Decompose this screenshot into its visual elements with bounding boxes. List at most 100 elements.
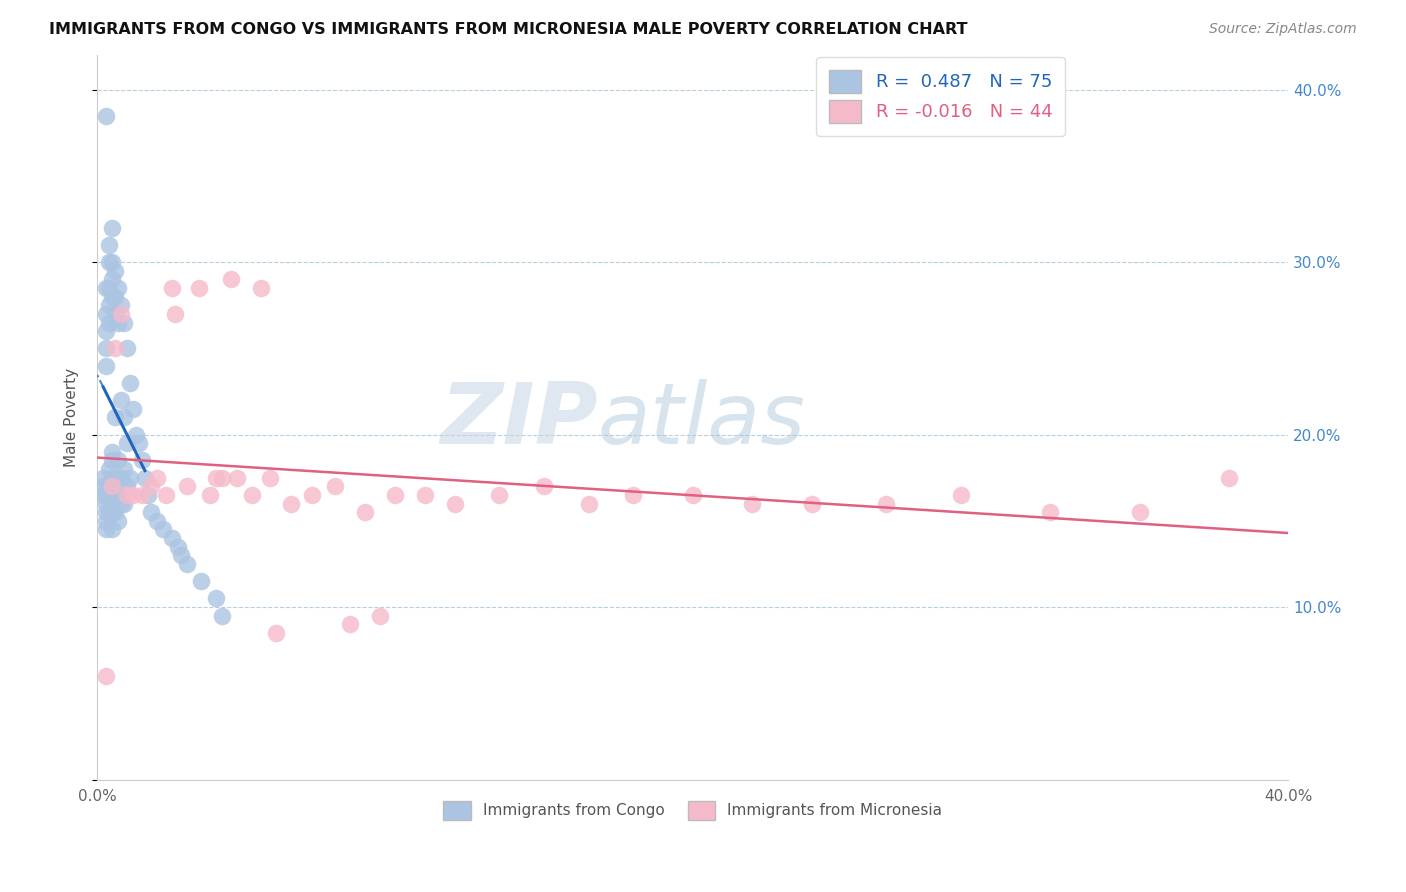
Point [1218, 471, 1240, 485]
Point [163, 307, 186, 321]
Point [101, 220, 124, 235]
Point [101, 290, 124, 304]
Point [101, 523, 124, 537]
Point [115, 436, 138, 450]
Point [104, 342, 127, 356]
Point [621, 488, 644, 502]
Point [96, 505, 118, 519]
Point [115, 479, 138, 493]
Point [211, 608, 233, 623]
Point [101, 453, 124, 467]
Point [533, 479, 555, 493]
Point [91, 479, 114, 493]
Point [96, 108, 118, 122]
Point [98, 298, 121, 312]
Point [354, 505, 377, 519]
Point [155, 488, 177, 502]
Point [101, 255, 124, 269]
Point [118, 471, 141, 485]
Point [131, 488, 153, 502]
Point [139, 505, 162, 519]
Point [115, 342, 138, 356]
Point [128, 436, 150, 450]
Point [226, 471, 249, 485]
Point [152, 523, 174, 537]
Point [875, 497, 897, 511]
Point [107, 471, 129, 485]
Point [176, 479, 198, 493]
Point [301, 488, 323, 502]
Point [101, 471, 124, 485]
Point [96, 514, 118, 528]
Point [98, 505, 121, 519]
Point [368, 608, 391, 623]
Point [741, 497, 763, 511]
Point [259, 471, 281, 485]
Point [101, 505, 124, 519]
Point [949, 488, 972, 502]
Point [1128, 505, 1150, 519]
Point [176, 557, 198, 571]
Point [104, 290, 127, 304]
Point [96, 307, 118, 321]
Point [205, 591, 228, 606]
Point [107, 453, 129, 467]
Point [112, 462, 135, 476]
Point [160, 281, 183, 295]
Point [136, 488, 159, 502]
Point [107, 488, 129, 502]
Point [146, 471, 169, 485]
Point [131, 453, 153, 467]
Point [96, 359, 118, 373]
Point [443, 497, 465, 511]
Point [125, 427, 148, 442]
Point [110, 471, 132, 485]
Point [101, 479, 124, 493]
Point [98, 488, 121, 502]
Text: atlas: atlas [598, 379, 806, 462]
Point [98, 238, 121, 252]
Point [112, 316, 135, 330]
Point [139, 479, 162, 493]
Point [339, 617, 361, 632]
Point [250, 281, 273, 295]
Point [166, 540, 188, 554]
Point [98, 281, 121, 295]
Point [488, 488, 510, 502]
Point [104, 505, 127, 519]
Point [96, 523, 118, 537]
Point [205, 471, 228, 485]
Point [98, 316, 121, 330]
Point [104, 264, 127, 278]
Point [107, 514, 129, 528]
Point [104, 307, 127, 321]
Point [413, 488, 436, 502]
Point [240, 488, 263, 502]
Point [101, 488, 124, 502]
Point [96, 281, 118, 295]
Point [96, 342, 118, 356]
Point [122, 401, 145, 416]
Point [110, 393, 132, 408]
Point [122, 488, 145, 502]
Point [91, 488, 114, 502]
Point [280, 497, 302, 511]
Point [110, 497, 132, 511]
Text: IMMIGRANTS FROM CONGO VS IMMIGRANTS FROM MICRONESIA MALE POVERTY CORRELATION CHA: IMMIGRANTS FROM CONGO VS IMMIGRANTS FROM… [49, 22, 967, 37]
Point [101, 272, 124, 286]
Point [110, 307, 132, 321]
Text: ZIP: ZIP [440, 379, 598, 462]
Point [325, 479, 347, 493]
Point [101, 445, 124, 459]
Point [96, 324, 118, 338]
Point [190, 574, 212, 589]
Point [96, 488, 118, 502]
Point [800, 497, 823, 511]
Point [146, 514, 169, 528]
Point [187, 281, 209, 295]
Point [96, 497, 118, 511]
Point [96, 669, 118, 683]
Point [110, 298, 132, 312]
Point [98, 479, 121, 493]
Point [115, 488, 138, 502]
